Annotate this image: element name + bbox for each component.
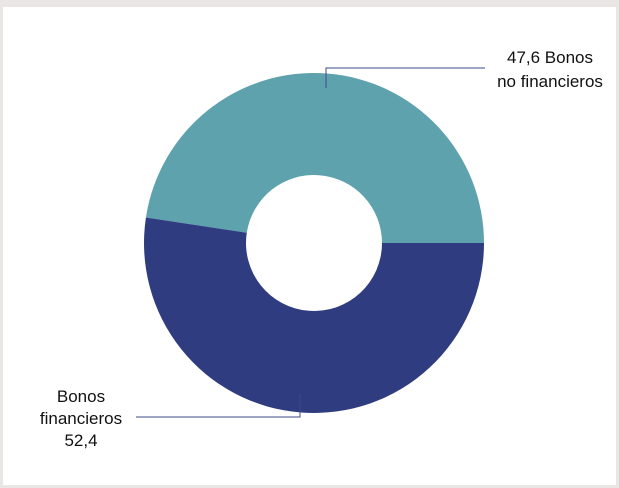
slice-label-nonfinancial-line-1: 47,6 Bonos [507,48,593,67]
slice-label-financial-line-2: financieros [40,409,122,428]
slice-bonos-financieros [144,217,485,414]
slice-label-nonfinancial-line-2: no financieros [497,72,603,91]
leader-line-financial [136,394,301,418]
slice-label-financial-line-1: Bonos [57,387,105,406]
slice-label-financial-line-3: 52,4 [64,431,97,450]
slice-labels: 47,6 Bonos no financieros Bonos financie… [40,48,603,450]
slice-bonos-no-financieros [145,73,484,243]
leader-lines [136,67,485,418]
leader-line-nonfinancial [325,67,485,88]
chart-slices [144,73,485,414]
